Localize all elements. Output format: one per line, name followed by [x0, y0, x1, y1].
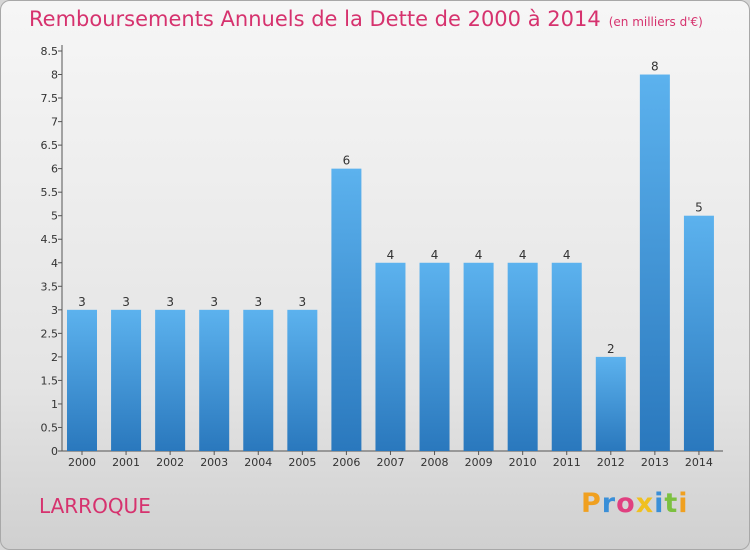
- y-tick-label: 2: [51, 351, 58, 364]
- chart-subtitle: (en milliers d'€): [608, 15, 703, 29]
- data-label: 5: [695, 201, 703, 215]
- bar: [639, 74, 670, 451]
- y-tick-label: 6: [51, 163, 58, 176]
- x-tick-label: 2010: [509, 456, 537, 469]
- y-tick-label: 0: [51, 445, 58, 458]
- bar: [507, 262, 538, 451]
- logo-letter: t: [664, 488, 679, 519]
- x-tick-label: 2001: [112, 456, 140, 469]
- proxiti-logo[interactable]: Proxiti: [581, 488, 689, 519]
- data-label: 3: [166, 295, 174, 309]
- x-tick-label: 2007: [376, 456, 404, 469]
- y-tick-label: 0.5: [41, 421, 59, 434]
- bar: [551, 262, 582, 451]
- bar: [375, 262, 406, 451]
- data-label: 4: [387, 248, 395, 262]
- bar: [243, 309, 274, 451]
- data-label: 4: [431, 248, 439, 262]
- data-label: 3: [299, 295, 307, 309]
- bar: [331, 168, 362, 451]
- logo-letter: P: [581, 488, 602, 519]
- data-label: 3: [210, 295, 218, 309]
- x-tick-label: 2009: [465, 456, 493, 469]
- x-tick-label: 2000: [68, 456, 96, 469]
- data-label: 4: [519, 248, 527, 262]
- x-tick-label: 2004: [244, 456, 272, 469]
- y-tick-label: 5: [51, 210, 58, 223]
- logo-letter: o: [616, 488, 636, 519]
- data-label: 2: [607, 342, 615, 356]
- data-label: 4: [563, 248, 571, 262]
- data-label: 4: [475, 248, 483, 262]
- x-tick-label: 2012: [597, 456, 625, 469]
- bar: [419, 262, 450, 451]
- y-tick-label: 1.5: [41, 374, 59, 387]
- x-tick-label: 2002: [156, 456, 184, 469]
- data-label: 3: [254, 295, 262, 309]
- y-tick-label: 7: [51, 116, 58, 129]
- y-tick-label: 4: [51, 257, 58, 270]
- chart-title: Remboursements Annuels de la Dette de 20…: [29, 7, 703, 31]
- x-tick-label: 2005: [288, 456, 316, 469]
- y-tick-label: 1: [51, 398, 58, 411]
- x-tick-label: 2014: [685, 456, 713, 469]
- logo-letter: x: [635, 488, 655, 519]
- y-tick-label: 8: [51, 69, 58, 82]
- y-tick-label: 7.5: [41, 92, 59, 105]
- x-tick-label: 2003: [200, 456, 228, 469]
- bar: [67, 309, 97, 451]
- bar: [595, 356, 626, 451]
- commune-name: LARROQUE: [39, 494, 151, 518]
- y-tick-label: 4.5: [41, 233, 59, 246]
- bar: [287, 309, 318, 451]
- x-tick-label: 2006: [332, 456, 360, 469]
- data-label: 8: [651, 60, 659, 74]
- bar: [683, 215, 714, 451]
- bar: [463, 262, 494, 451]
- x-tick-label: 2008: [421, 456, 449, 469]
- y-tick-label: 8.5: [41, 45, 59, 58]
- logo-letter: r: [601, 488, 617, 519]
- bar: [111, 309, 142, 451]
- data-label: 6: [343, 154, 351, 168]
- y-tick-label: 2.5: [41, 327, 59, 340]
- bar: [199, 309, 230, 451]
- data-label: 3: [78, 295, 86, 309]
- x-tick-label: 2011: [553, 456, 581, 469]
- logo-letter: i: [678, 488, 689, 519]
- data-label: 3: [122, 295, 130, 309]
- logo-letter: i: [654, 488, 665, 519]
- chart-title-text: Remboursements Annuels de la Dette de 20…: [29, 7, 601, 31]
- y-tick-label: 3.5: [41, 280, 59, 293]
- bar: [155, 309, 186, 451]
- y-tick-label: 5.5: [41, 186, 59, 199]
- y-tick-label: 3: [51, 304, 58, 317]
- y-tick-label: 6.5: [41, 139, 59, 152]
- x-tick-label: 2013: [641, 456, 669, 469]
